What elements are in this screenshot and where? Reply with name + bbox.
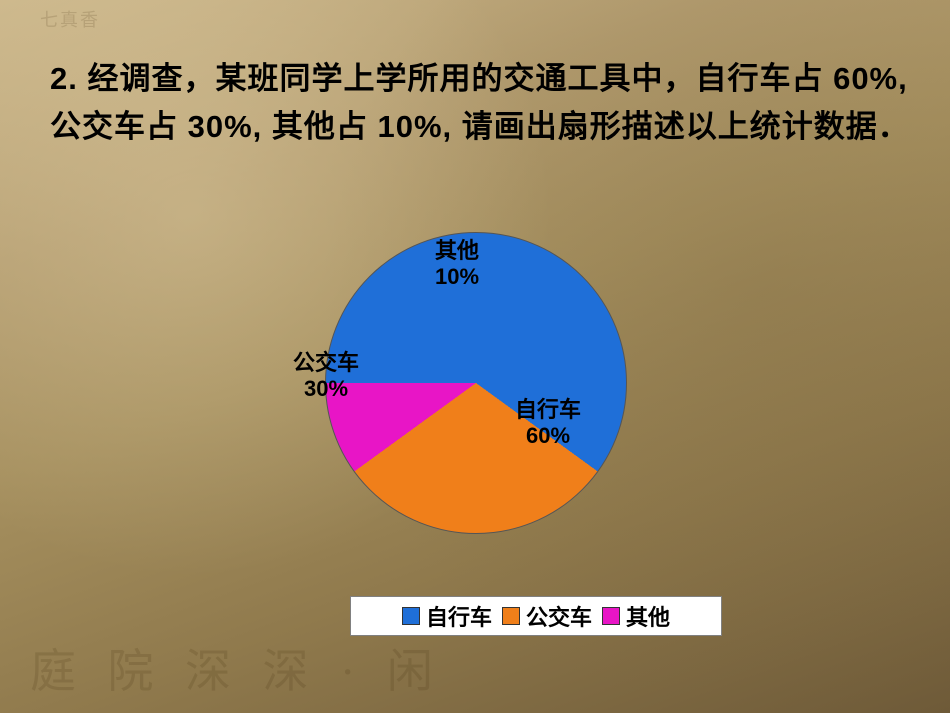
slice-label-other-name: 其他 — [435, 238, 479, 263]
legend-text-other: 其他 — [626, 600, 670, 632]
legend-text-bus: 公交车 — [526, 600, 592, 632]
slice-label-other: 其他 10% — [435, 238, 479, 291]
pie-chart: 自行车 60% 公交车 30% 其他 10% — [275, 232, 675, 572]
decor-top-left: 七真香 — [40, 8, 100, 33]
legend-swatch-bike — [402, 607, 420, 625]
legend-item-other: 其他 — [602, 600, 670, 632]
legend: 自行车 公交车 其他 — [350, 596, 722, 636]
legend-swatch-other — [602, 607, 620, 625]
slice-label-bike-pct: 60% — [526, 423, 570, 448]
legend-text-bike: 自行车 — [426, 600, 492, 632]
legend-swatch-bus — [502, 607, 520, 625]
slice-label-bus-pct: 30% — [304, 376, 348, 401]
slice-label-bike-name: 自行车 — [515, 397, 581, 422]
slice-label-bus: 公交车 30% — [293, 350, 359, 403]
slide-stage: 七真香 庭 院 深 深 · 闲 2. 经调查，某班同学上学所用的交通工具中，自行… — [0, 0, 950, 713]
slice-label-other-pct: 10% — [435, 264, 479, 289]
legend-item-bike: 自行车 — [402, 600, 492, 632]
slice-label-bike: 自行车 60% — [515, 397, 581, 450]
slice-label-bus-name: 公交车 — [293, 350, 359, 375]
legend-item-bus: 公交车 — [502, 600, 592, 632]
decor-bottom-left: 庭 院 深 深 · 闲 — [30, 635, 443, 701]
question-title: 2. 经调查，某班同学上学所用的交通工具中，自行车占 60%, 公交车占 30%… — [50, 55, 910, 151]
